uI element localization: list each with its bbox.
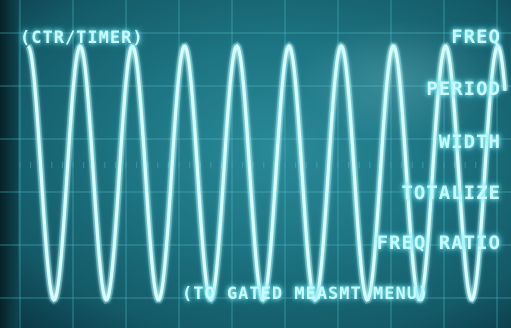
softkey-freq-ratio[interactable]: FREQ RATIO: [376, 232, 501, 254]
sine-waveform-trace: [26, 43, 507, 303]
softkey-width[interactable]: WIDTH: [438, 131, 501, 153]
gated-measurement-menu-softkey[interactable]: (TO GATED MEASMT MENU): [182, 284, 430, 304]
mode-title: (CTR/TIMER): [20, 28, 144, 48]
softkey-freq[interactable]: FREQ: [451, 26, 501, 48]
softkey-period[interactable]: PERIOD: [426, 78, 501, 100]
screen-bezel-edge: [0, 0, 18, 328]
softkey-totalize[interactable]: TOTALIZE: [401, 182, 501, 204]
